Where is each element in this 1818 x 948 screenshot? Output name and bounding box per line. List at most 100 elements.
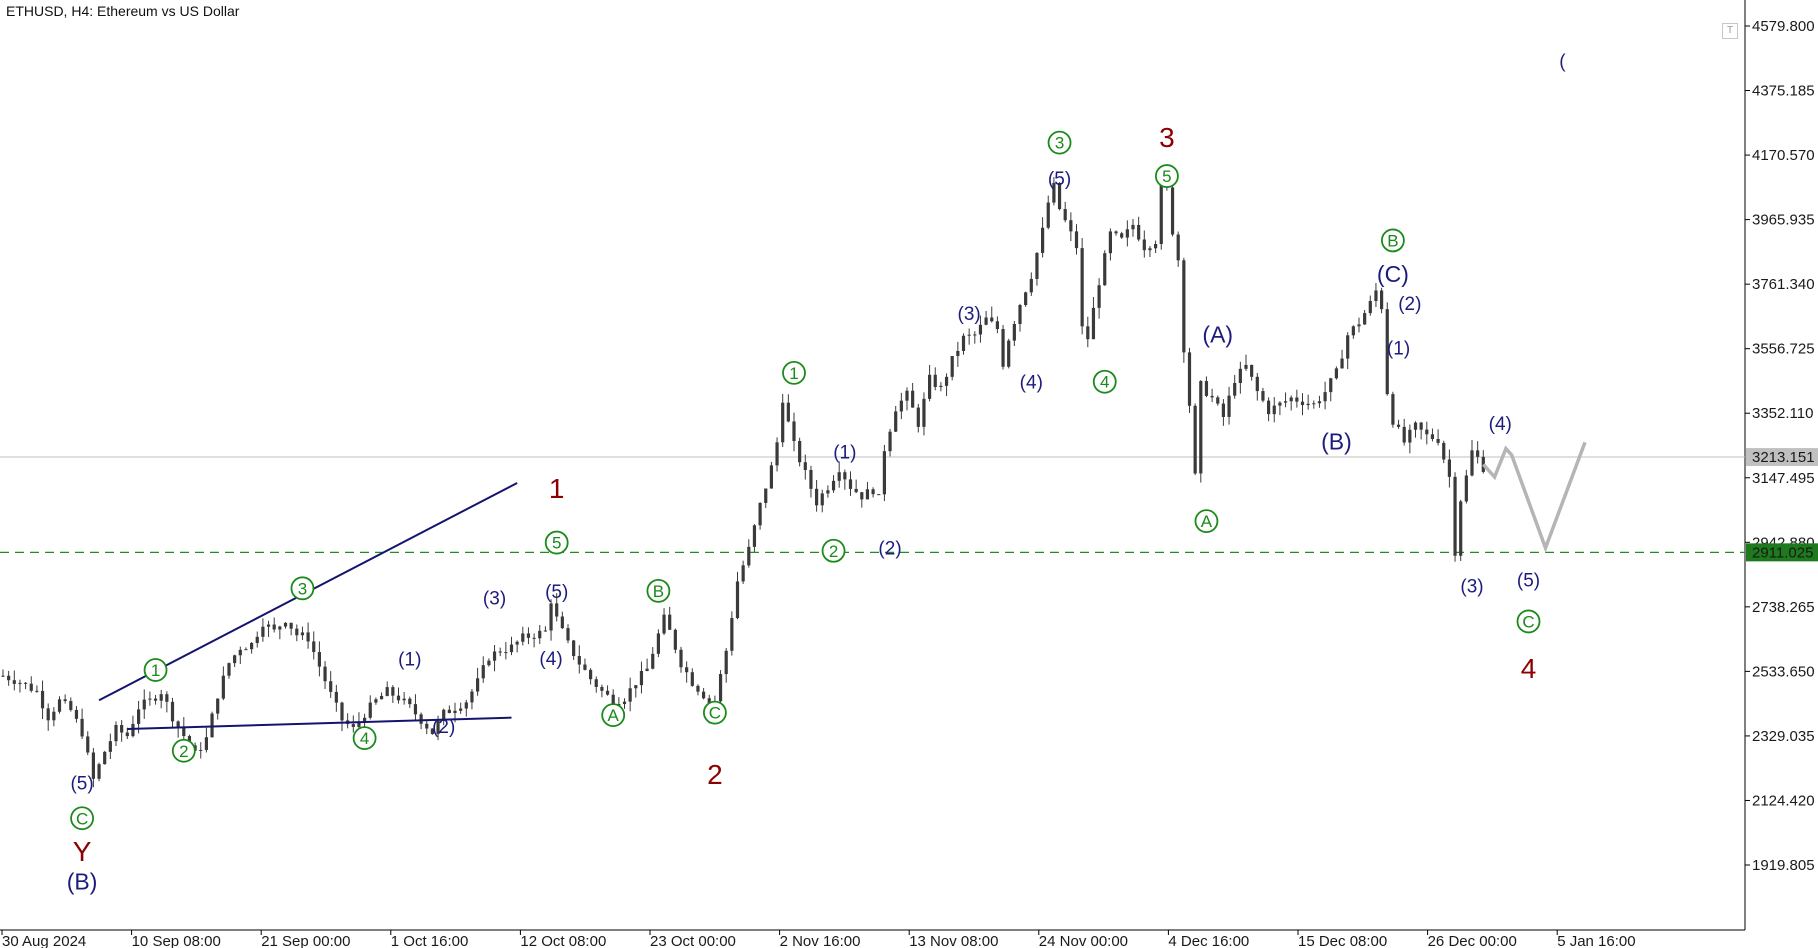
candle-body: [1035, 252, 1039, 279]
candle-body: [600, 686, 604, 691]
candle: [18, 679, 22, 693]
candle-body: [543, 630, 547, 632]
wave-label-major: 2: [707, 759, 723, 790]
price-axis[interactable]: 4579.800 4375.185 4170.570 3965.935 3761.340…: [1745, 18, 1818, 874]
candle-body: [651, 653, 655, 669]
candle: [1204, 376, 1209, 398]
y-tick-label: 4579.800: [1752, 18, 1815, 35]
candle: [413, 694, 418, 721]
candle-body: [685, 667, 689, 673]
candle-body: [1012, 323, 1016, 341]
candle-body: [329, 681, 333, 692]
candle: [696, 684, 700, 696]
candle-body: [312, 641, 316, 653]
candle-body: [764, 488, 768, 503]
candle-body: [860, 492, 864, 500]
candle: [1425, 421, 1429, 445]
candle-body: [7, 675, 11, 681]
candle-body: [176, 721, 180, 727]
candle-body: [995, 321, 999, 330]
candle: [634, 685, 638, 698]
wave-label-major: 3: [1159, 122, 1175, 153]
candle-body: [628, 688, 632, 702]
wave-label-circled: 3: [1047, 130, 1072, 155]
wave-label-intermediate: (B): [67, 869, 98, 895]
candle: [939, 382, 943, 392]
candle: [1340, 349, 1344, 369]
candle: [1007, 338, 1011, 369]
candle: [1227, 386, 1231, 425]
candle: [521, 626, 525, 646]
candle-body: [865, 489, 870, 500]
candle-body: [35, 690, 39, 692]
candle-body: [108, 741, 112, 752]
candle-body: [882, 451, 886, 495]
candle: [86, 731, 90, 756]
candle-body: [272, 624, 276, 630]
candle-body: [944, 376, 949, 386]
candle-body: [769, 465, 773, 489]
candle-body: [984, 317, 988, 325]
candle: [396, 687, 401, 704]
time-axis[interactable]: 30 Aug 2024 10 Sep 08:00 21 Sep 00:00 1 Oct…: [1, 930, 1636, 948]
candle: [973, 331, 977, 344]
candle-body: [950, 356, 954, 377]
candle-body: [837, 472, 841, 481]
candle: [662, 608, 666, 636]
candle: [594, 676, 598, 693]
x-tick-label: 5 Jan 16:00: [1557, 933, 1635, 948]
candle-body: [724, 650, 728, 675]
candle-body: [18, 682, 22, 684]
wave-label-circled: 1: [143, 658, 168, 682]
candle: [1334, 366, 1338, 380]
wave-label-intermediate: (2): [1398, 294, 1421, 315]
candle-body: [1447, 459, 1451, 477]
candle-body: [1374, 290, 1378, 301]
candle-body: [97, 764, 101, 779]
candle-body: [1261, 391, 1265, 401]
candle-body: [131, 723, 135, 737]
candle-body: [1300, 401, 1305, 406]
candle: [1108, 228, 1112, 261]
y-tick-label: 4375.185: [1752, 83, 1815, 100]
candle-body: [1380, 290, 1384, 310]
candle-body: [560, 616, 564, 629]
candle: [600, 684, 604, 698]
x-tick-label: 21 Sep 00:00: [261, 933, 350, 948]
candle: [1430, 428, 1435, 442]
label-text: B: [653, 582, 664, 601]
candle-body: [1142, 239, 1146, 251]
candle: [108, 733, 112, 760]
candle-body: [464, 702, 468, 709]
candle-body: [1425, 429, 1429, 435]
candle-body: [148, 698, 152, 700]
candle: [481, 656, 485, 683]
wave-label-circled: 1: [782, 360, 806, 385]
y-tick-label: 2533.650: [1752, 663, 1815, 680]
wave-label-intermediate: (4): [1020, 373, 1043, 394]
wave-label-circled: 3: [290, 576, 315, 601]
candle-body: [532, 637, 536, 639]
candle-body: [300, 632, 305, 636]
candle-body: [447, 709, 451, 714]
candles: [1, 167, 1485, 788]
candle-body: [1018, 305, 1022, 324]
text-tool-icon[interactable]: T: [1722, 23, 1738, 39]
candle-body: [402, 698, 406, 701]
candle-body: [928, 374, 932, 399]
candle-body: [1464, 475, 1468, 502]
candle: [1131, 219, 1135, 237]
candle: [210, 711, 214, 738]
candle-body: [419, 714, 423, 724]
candle-body: [1385, 309, 1389, 395]
candle-body: [803, 462, 807, 470]
candle: [1396, 419, 1401, 429]
candle-body: [1317, 401, 1322, 404]
candle-body: [340, 702, 344, 721]
candle: [922, 392, 926, 436]
y-tick-label: 1919.805: [1752, 857, 1815, 874]
candle-body: [1120, 233, 1124, 238]
candle-body: [1289, 397, 1293, 402]
